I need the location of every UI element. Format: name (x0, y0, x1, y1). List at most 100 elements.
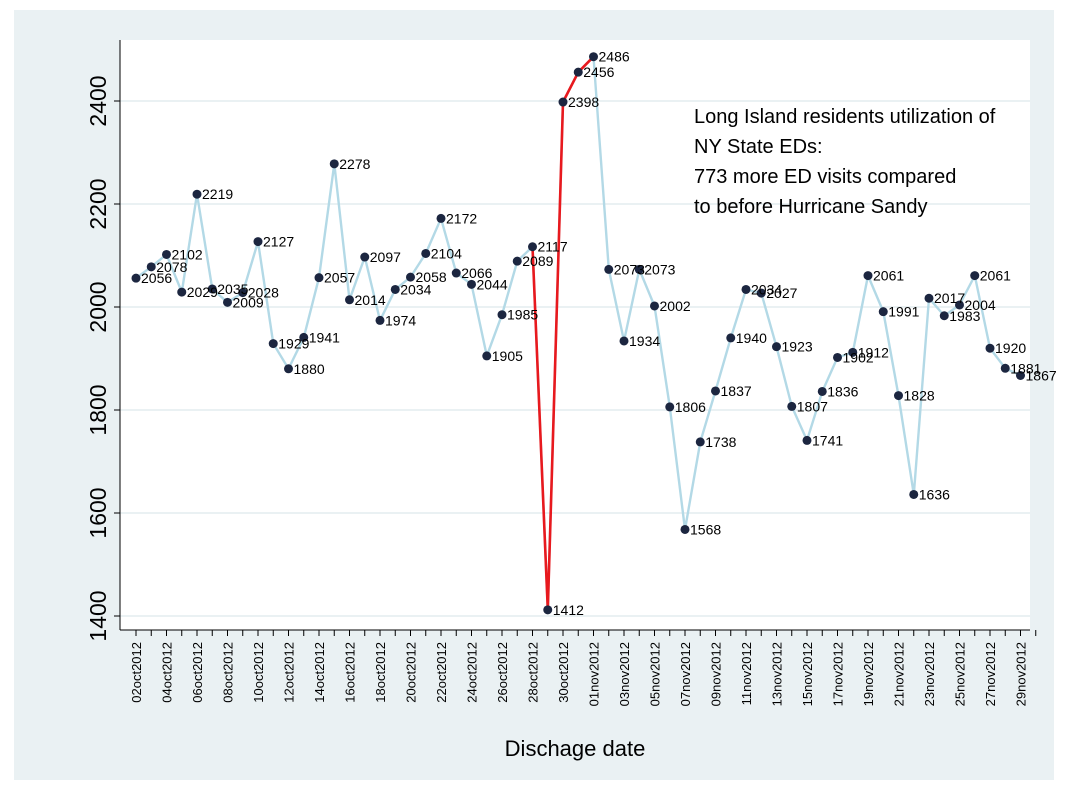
data-point (268, 339, 278, 349)
y-tick-label: 2000 (85, 281, 111, 332)
x-tick-label: 30oct2012 (556, 642, 571, 703)
data-point (787, 401, 797, 411)
data-label: 2044 (477, 276, 508, 292)
data-point (345, 295, 354, 305)
data-label: 2089 (522, 253, 553, 269)
data-point (131, 273, 141, 283)
x-tick-label: 18oct2012 (373, 642, 388, 703)
x-tick-label: 27nov2012 (983, 642, 998, 706)
data-label: 2058 (416, 269, 447, 285)
data-label: 2456 (583, 64, 614, 80)
data-label: 1905 (492, 348, 523, 364)
x-tick-label: 02oct2012 (129, 642, 144, 703)
data-label: 2127 (263, 234, 294, 250)
x-tick-label: 09nov2012 (709, 642, 724, 706)
data-label: 1934 (629, 333, 660, 349)
data-label: 2219 (202, 186, 233, 202)
data-label: 1806 (675, 399, 706, 415)
x-tick-label: 15nov2012 (800, 642, 815, 706)
x-tick-label: 11nov2012 (739, 642, 754, 705)
data-label: 2486 (599, 49, 630, 65)
data-point (467, 279, 476, 289)
data-point (406, 272, 415, 282)
data-label: 2073 (614, 261, 645, 277)
data-label: 2172 (446, 210, 477, 226)
data-point (314, 273, 324, 283)
data-label: 2057 (324, 270, 355, 286)
data-label: 1983 (949, 308, 980, 324)
data-point (543, 605, 553, 615)
annotation-line: 773 more ED visits compared (694, 166, 956, 188)
data-label: 1568 (690, 521, 721, 537)
data-point (924, 293, 934, 303)
data-point (711, 386, 720, 396)
data-label: 2117 (538, 239, 568, 255)
data-point (238, 288, 248, 298)
data-label: 2061 (873, 268, 904, 284)
x-tick-label: 08oct2012 (221, 642, 236, 703)
data-point (497, 310, 507, 320)
data-label: 2398 (568, 94, 599, 110)
data-point (558, 97, 568, 107)
data-label: 2078 (156, 259, 187, 275)
data-point (375, 315, 385, 325)
x-tick-label: 05nov2012 (648, 642, 663, 706)
y-tick-label: 2200 (85, 178, 111, 229)
annotation-line: Long Island residents utilization of (694, 106, 996, 128)
y-tick-label: 1600 (85, 487, 111, 538)
data-point (939, 311, 949, 321)
data-point (634, 264, 644, 274)
data-label: 2028 (248, 285, 279, 301)
annotation-line: NY State EDs: (694, 136, 823, 158)
data-points (131, 52, 1025, 615)
x-tick-label: 12oct2012 (282, 642, 297, 703)
x-tick-label: 04oct2012 (160, 642, 175, 703)
data-label: 2073 (644, 261, 675, 277)
ticks: 1400 1600 1800 2000 2200 2400 02oct2012 04oct20… (85, 75, 1037, 706)
data-point (970, 271, 980, 281)
data-label: 1828 (904, 388, 935, 404)
data-point (1000, 363, 1010, 373)
x-axis-title: Dischage date (505, 736, 646, 761)
data-point (833, 352, 842, 362)
data-label: 2066 (461, 265, 492, 281)
data-label: 2097 (370, 249, 401, 265)
data-label: 2035 (217, 281, 248, 297)
data-point (680, 524, 690, 534)
data-point (726, 333, 736, 343)
data-label: 1940 (736, 330, 767, 346)
data-point (756, 288, 766, 298)
data-label: 1974 (385, 312, 416, 328)
x-tick-label: 23nov2012 (922, 642, 937, 706)
x-tick-label: 25nov2012 (953, 642, 968, 706)
data-point (619, 336, 629, 346)
data-label: 2014 (355, 292, 386, 308)
x-tick-label: 17nov2012 (831, 642, 846, 706)
x-tick-label: 29nov2012 (1014, 642, 1029, 706)
data-point (802, 435, 812, 445)
data-label: 2102 (172, 246, 203, 262)
data-label: 1837 (721, 383, 752, 399)
data-label: 1991 (888, 304, 919, 320)
data-point (909, 489, 919, 499)
data-point (1016, 370, 1025, 380)
data-point (360, 252, 370, 262)
data-label: 2029 (187, 284, 218, 300)
x-tick-label: 06oct2012 (190, 642, 205, 703)
data-point (573, 67, 583, 77)
x-tick-label: 19nov2012 (861, 642, 876, 706)
data-label: 1738 (705, 434, 736, 450)
data-point (848, 347, 858, 357)
plot-area (120, 40, 1030, 630)
data-point (192, 189, 202, 199)
x-tick-label: 01nov2012 (587, 642, 602, 706)
data-label: 1867 (1026, 367, 1057, 383)
data-point (421, 248, 431, 258)
data-label: 2034 (400, 281, 431, 297)
data-point (451, 268, 461, 278)
data-label: 2034 (751, 281, 782, 297)
data-point (741, 284, 751, 294)
x-tick-label: 13nov2012 (770, 642, 785, 706)
